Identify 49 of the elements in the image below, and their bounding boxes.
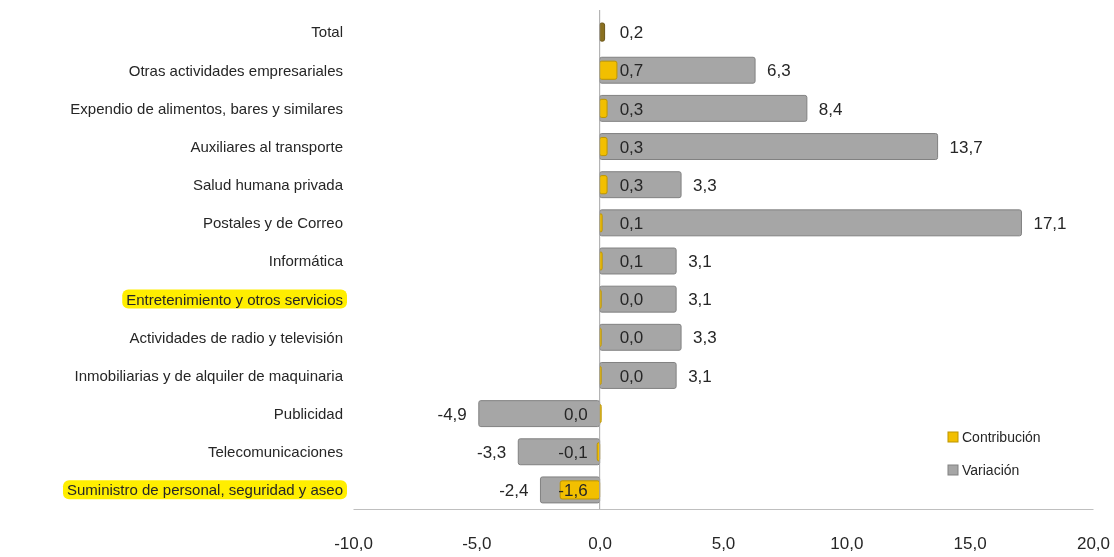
data-label: 0,0 xyxy=(564,404,588,424)
x-tick-label: 20,0 xyxy=(1076,534,1111,554)
data-label: 0,0 xyxy=(619,366,644,386)
legend-label: Variación xyxy=(962,462,1020,479)
bar xyxy=(599,175,608,195)
data-label: 6,3 xyxy=(767,61,791,81)
data-label: 0,1 xyxy=(619,213,644,233)
y-tick-label: Postales y de Correo xyxy=(202,214,343,232)
data-label: 0,3 xyxy=(619,99,644,119)
data-label: 0,3 xyxy=(619,137,644,157)
y-tick-label: Auxiliares al transporte xyxy=(190,137,343,155)
x-tick-label: 15,0 xyxy=(953,534,987,554)
data-label: 0,2 xyxy=(619,23,644,43)
data-label: -0,1 xyxy=(558,442,588,462)
x-tick-label: -10,0 xyxy=(334,534,373,554)
y-tick-label: Informática xyxy=(268,252,344,270)
data-label: 3,1 xyxy=(688,366,712,386)
data-label: 13,7 xyxy=(949,137,983,157)
bar xyxy=(599,136,608,157)
y-tick-label: Salud humana privada xyxy=(192,176,344,194)
data-label: 0,3 xyxy=(619,175,644,195)
data-label: 0,1 xyxy=(619,252,644,272)
y-tick-label: Telecomunicaciones xyxy=(207,443,343,461)
y-tick-label: Inmobiliarias y de alquiler de maquinaria xyxy=(74,366,344,384)
y-tick-label: Otras actividades empresariales xyxy=(128,61,343,79)
y-tick-label: Expendio de alimentos, bares y similares xyxy=(70,99,343,117)
data-label: 3,3 xyxy=(693,328,717,348)
data-label: 0,0 xyxy=(619,290,644,310)
bar xyxy=(599,98,608,118)
data-label: 3,3 xyxy=(693,175,717,195)
data-label: 3,1 xyxy=(688,252,712,272)
legend-label: Contribución xyxy=(962,429,1041,446)
bar xyxy=(599,60,618,80)
x-tick-label: 5,0 xyxy=(711,534,736,554)
data-label: -3,3 xyxy=(476,442,507,462)
data-label: -4,9 xyxy=(437,404,467,424)
data-label: -2,4 xyxy=(499,481,529,501)
y-tick-label: Total xyxy=(311,23,343,41)
x-tick-label: 0,0 xyxy=(588,534,612,554)
data-label: 17,1 xyxy=(1033,213,1067,233)
data-label: 8,4 xyxy=(818,99,843,119)
bar xyxy=(599,22,606,42)
y-tick-label: Actividades de radio y televisión xyxy=(129,328,343,346)
x-tick-label: 10,0 xyxy=(830,534,864,554)
data-label: 0,0 xyxy=(619,328,644,348)
data-label: 0,7 xyxy=(619,61,644,81)
y-tick-label: Publicidad xyxy=(273,405,343,423)
x-tick-label: -5,0 xyxy=(462,534,492,554)
data-label: 3,1 xyxy=(688,290,712,310)
